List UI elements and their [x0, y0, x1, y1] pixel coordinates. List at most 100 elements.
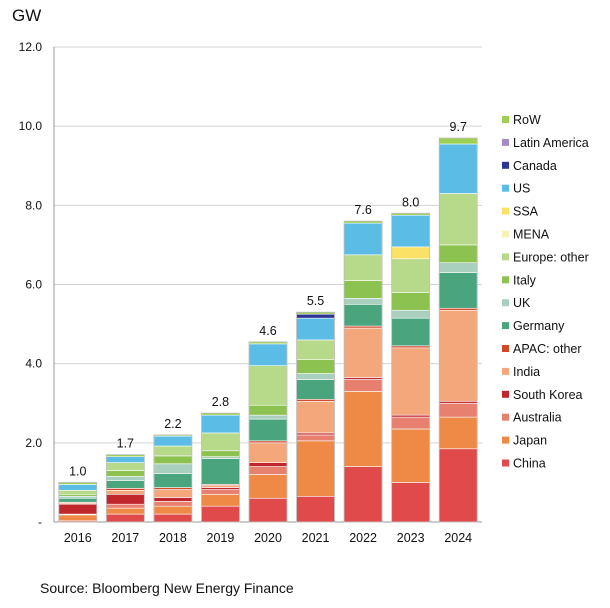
legend-label: Japan — [513, 434, 547, 448]
legend-swatch — [502, 207, 509, 215]
bar-outline — [391, 212, 431, 523]
y-tick-label: 12.0 — [19, 40, 43, 54]
bar-segment-europe-other — [153, 445, 193, 457]
bar-segment-china — [343, 466, 383, 523]
source-note: Source: Bloomberg New Energy Finance — [40, 580, 294, 596]
bar-total-label: 4.6 — [259, 324, 276, 338]
bar-segment-china — [201, 505, 240, 523]
bar-segment-germany — [201, 458, 240, 485]
bar-segment-india — [248, 442, 288, 463]
bar-segment-australia — [201, 489, 240, 495]
bar-total-label: 1.7 — [117, 437, 134, 451]
bar-segment-europe-other — [201, 432, 240, 452]
bar-segment-south-korea — [58, 503, 98, 515]
bar-segment-south-korea — [248, 462, 288, 467]
x-tick-label: 2023 — [397, 531, 425, 545]
bar-segment-india — [296, 400, 335, 434]
bar-segment-japan — [391, 428, 430, 483]
legend-swatch — [502, 116, 509, 123]
bar-segment-canada — [296, 313, 335, 319]
legend-label: Latin America — [513, 136, 589, 150]
bar-segment-japan — [106, 507, 145, 515]
bar-segment-us — [391, 214, 430, 248]
x-tick-label: 2016 — [64, 531, 92, 545]
bar-segment-europe-other — [106, 462, 145, 471]
legend-label: India — [513, 365, 540, 379]
bar-total-label: 2.2 — [164, 417, 181, 431]
bar-outline — [153, 434, 193, 523]
legend-label: South Korea — [513, 388, 583, 402]
bar-outline — [201, 412, 240, 523]
x-tick-label: 2021 — [302, 531, 330, 545]
legend-label: Europe: other — [513, 250, 589, 264]
bar-segment-china — [438, 448, 478, 523]
bar-total-label: 9.7 — [450, 120, 467, 134]
bar-segment-uk — [106, 476, 145, 481]
bar-segment-germany — [248, 418, 288, 442]
bar-segment-us — [153, 435, 193, 447]
bar-segment-china — [248, 497, 288, 523]
bar-total-label: 5.5 — [307, 294, 324, 308]
bar-segment-australia — [438, 402, 478, 418]
bar-segment-us — [296, 317, 335, 341]
legend-label: Germany — [513, 319, 565, 333]
legend-swatch — [502, 161, 509, 169]
bar-segment-ssa — [391, 246, 430, 260]
bar-segment-us — [58, 484, 98, 491]
unit-label: GW — [12, 6, 42, 25]
bar-segment-india — [153, 489, 193, 498]
bar-total-label: 2.8 — [212, 395, 229, 409]
legend-label: China — [513, 457, 546, 471]
bar-segment-uk — [153, 463, 193, 475]
bar-outline — [438, 137, 478, 523]
legend-swatch — [502, 413, 509, 421]
bar-segment-europe-other — [58, 490, 98, 495]
bar-segment-japan — [248, 474, 288, 499]
bar-segment-japan — [201, 493, 240, 507]
legend-label: US — [513, 182, 530, 196]
bar-segment-japan — [343, 391, 383, 467]
y-tick-label: 6.0 — [25, 278, 42, 292]
bar-segment-europe-other — [438, 193, 478, 246]
bar-segment-europe-other — [343, 254, 383, 281]
bar-segment-australia — [343, 379, 383, 392]
bar-outline — [105, 454, 145, 523]
legend-label: Canada — [513, 159, 557, 173]
legend-label: MENA — [513, 228, 550, 242]
x-tick-label: 2019 — [207, 531, 235, 545]
bar-segment-china — [296, 495, 335, 523]
bar-outline — [296, 311, 335, 523]
x-tick-label: 2020 — [254, 531, 282, 545]
bar-segment-us — [106, 456, 145, 463]
y-tick-label: 10.0 — [19, 119, 43, 133]
legend-label: SSA — [513, 205, 539, 219]
bar-segment-south-korea — [106, 493, 145, 505]
bar-total-label: 1.0 — [69, 464, 86, 478]
bar-segment-india — [343, 327, 383, 378]
bar-segment-china — [391, 482, 430, 523]
legend-swatch — [502, 345, 509, 352]
legend-swatch — [502, 184, 509, 192]
bar-segment-japan — [58, 514, 98, 522]
bar-segment-row — [438, 137, 478, 145]
legend-swatch — [502, 322, 509, 330]
legend-swatch — [502, 390, 509, 398]
bar-segment-germany — [106, 480, 145, 489]
bar-segment-us — [343, 222, 383, 256]
bar-segment-us — [248, 343, 288, 366]
legend-swatch — [502, 367, 509, 375]
bar-segment-italy — [438, 244, 478, 264]
y-tick-label: - — [38, 515, 42, 529]
bar-segment-italy — [248, 404, 288, 416]
bar-segment-china — [106, 513, 145, 523]
legend-swatch — [502, 253, 509, 261]
bar-total-label: 8.0 — [402, 195, 419, 209]
x-tick-label: 2024 — [444, 531, 472, 545]
bar-segment-australia — [296, 434, 335, 442]
bar-segment-uk — [391, 309, 430, 319]
legend-swatch — [502, 459, 509, 467]
legend-label: RoW — [513, 113, 541, 127]
bar-outline — [343, 220, 383, 523]
bar-segment-europe-other — [391, 258, 430, 293]
y-tick-label: 2.0 — [25, 436, 42, 450]
